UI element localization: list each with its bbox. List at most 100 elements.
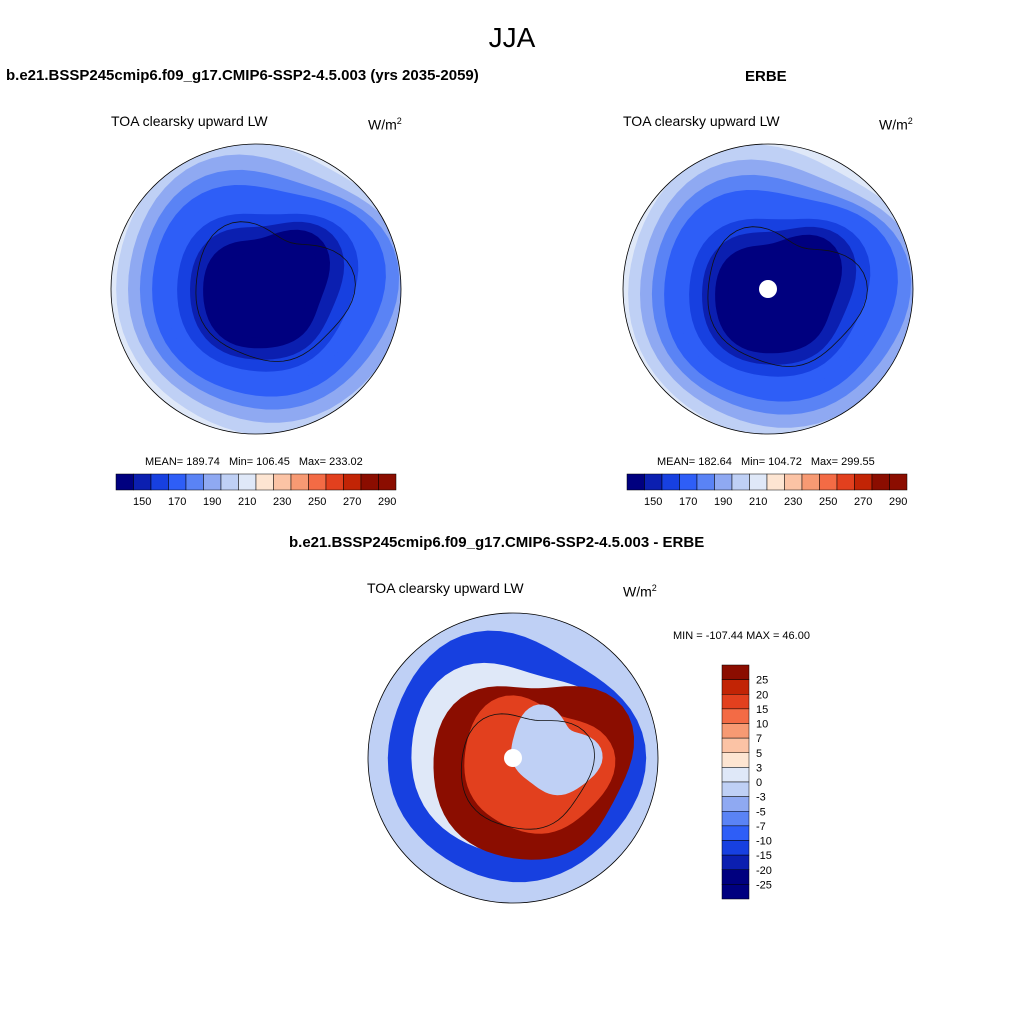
colorbar-box	[238, 473, 257, 491]
map-border	[367, 612, 659, 904]
colorbar-label: 25	[756, 675, 768, 687]
colorbar-box	[721, 840, 750, 856]
units-difference: W/m2	[623, 583, 657, 600]
colorbar-box	[721, 869, 750, 885]
map-border	[622, 143, 914, 435]
polar-map-difference	[367, 612, 659, 904]
map-field	[368, 613, 658, 903]
colorbar-label: 250	[819, 496, 837, 508]
mean-value: MEAN= 189.74	[145, 456, 220, 468]
min-value: Min= 104.72	[740, 456, 802, 468]
colorbar-label: 290	[378, 496, 396, 508]
colorbar-label: -20	[756, 865, 772, 877]
colorbar-box	[115, 473, 134, 491]
colorbar-label: 190	[714, 496, 732, 508]
colorbar-label: 210	[749, 496, 767, 508]
colorbar-box	[721, 664, 750, 680]
plot-subtitle-difference: TOA clearsky upward LW	[367, 580, 524, 596]
colorbar-label: 290	[889, 496, 907, 508]
colorbar-box	[721, 737, 750, 753]
colorbar-box	[290, 473, 309, 491]
panel-title-obs: ERBE	[745, 68, 787, 85]
minmax-difference: MIN = -107.44 MAX = 46.00	[673, 630, 810, 642]
colorbar-label: 0	[756, 777, 762, 789]
units-obs: W/m2	[879, 116, 913, 133]
colorbar-box	[836, 473, 855, 491]
colorbar-box	[626, 473, 645, 491]
stats-obs: MEAN= 182.64 Min= 104.72 Max= 299.55	[657, 456, 881, 468]
coastline	[707, 226, 868, 367]
colorbar-box	[721, 796, 750, 812]
colorbar-box	[273, 473, 292, 491]
colorbar-box	[889, 473, 908, 491]
colorbar-label: 190	[203, 496, 221, 508]
colorbar-label: -15	[756, 850, 772, 862]
colorbar-box	[168, 473, 187, 491]
max-value: Max= 233.02	[298, 456, 363, 468]
figure-title: JJA	[488, 22, 536, 53]
map-field	[623, 144, 913, 434]
colorbar-box	[696, 473, 715, 491]
missing-data-pole	[759, 280, 777, 298]
coastline	[195, 221, 356, 362]
contour-band	[728, 243, 828, 343]
colorbar-box	[766, 473, 785, 491]
colorbar-obs: 150 170 190 210 230 250 270 290	[626, 473, 908, 508]
stats-model: MEAN= 189.74 Min= 106.45 Max= 233.02	[145, 456, 369, 468]
contour-band	[216, 238, 316, 338]
colorbar-box	[721, 781, 750, 797]
colorbar-box	[360, 473, 379, 491]
colorbar-label: 230	[273, 496, 291, 508]
colorbar-box	[644, 473, 663, 491]
colorbar-box	[721, 752, 750, 768]
colorbar-box	[721, 854, 750, 870]
plot-subtitle-obs: TOA clearsky upward LW	[623, 113, 780, 129]
colorbar-label: 270	[854, 496, 872, 508]
coastline	[460, 713, 596, 830]
colorbar-box	[721, 723, 750, 739]
colorbar-box	[378, 473, 397, 491]
panel-title-difference: b.e21.BSSP245cmip6.f09_g17.CMIP6-SSP2-4.…	[289, 534, 705, 551]
min-value: Min= 106.45	[228, 456, 290, 468]
colorbar-model: 150 170 190 210 230 250 270 290	[115, 473, 397, 508]
colorbar-label: 3	[756, 762, 762, 774]
colorbar-label: 250	[308, 496, 326, 508]
colorbar-box	[721, 679, 750, 695]
mean-value: MEAN= 182.64	[657, 456, 732, 468]
colorbar-box	[308, 473, 327, 491]
colorbar-box	[721, 825, 750, 841]
colorbar-box	[871, 473, 890, 491]
polar-map-model	[110, 143, 402, 435]
panel-title-model: b.e21.BSSP245cmip6.f09_g17.CMIP6-SSP2-4.…	[6, 67, 479, 84]
colorbar-label: 7	[756, 733, 762, 745]
colorbar-label: 20	[756, 689, 768, 701]
colorbar-label: 15	[756, 704, 768, 716]
colorbar-box	[819, 473, 838, 491]
colorbar-box	[325, 473, 344, 491]
colorbar-label: -10	[756, 836, 772, 848]
colorbar-difference: 25 20 15 10 7 5 3 0 -3 -5 -7 -10 -15 -20 -25	[721, 664, 772, 900]
colorbar-box	[801, 473, 820, 491]
colorbar-box	[749, 473, 768, 491]
plot-subtitle-model: TOA clearsky upward LW	[111, 113, 268, 129]
colorbar-box	[661, 473, 680, 491]
colorbar-label: 170	[679, 496, 697, 508]
colorbar-box	[150, 473, 169, 491]
colorbar-box	[714, 473, 733, 491]
colorbar-label: 170	[168, 496, 186, 508]
colorbar-label: -3	[756, 792, 766, 804]
units-model: W/m2	[368, 116, 402, 133]
colorbar-label: 150	[133, 496, 151, 508]
colorbar-box	[679, 473, 698, 491]
colorbar-label: 270	[343, 496, 361, 508]
colorbar-box	[203, 473, 222, 491]
colorbar-label: 5	[756, 748, 762, 760]
missing-data-pole	[504, 749, 522, 767]
max-value: Max= 299.55	[810, 456, 875, 468]
colorbar-box	[220, 473, 239, 491]
colorbar-box	[784, 473, 803, 491]
colorbar-box	[854, 473, 873, 491]
colorbar-box	[721, 708, 750, 724]
map-field	[111, 144, 401, 434]
plateau-negative	[511, 704, 603, 796]
